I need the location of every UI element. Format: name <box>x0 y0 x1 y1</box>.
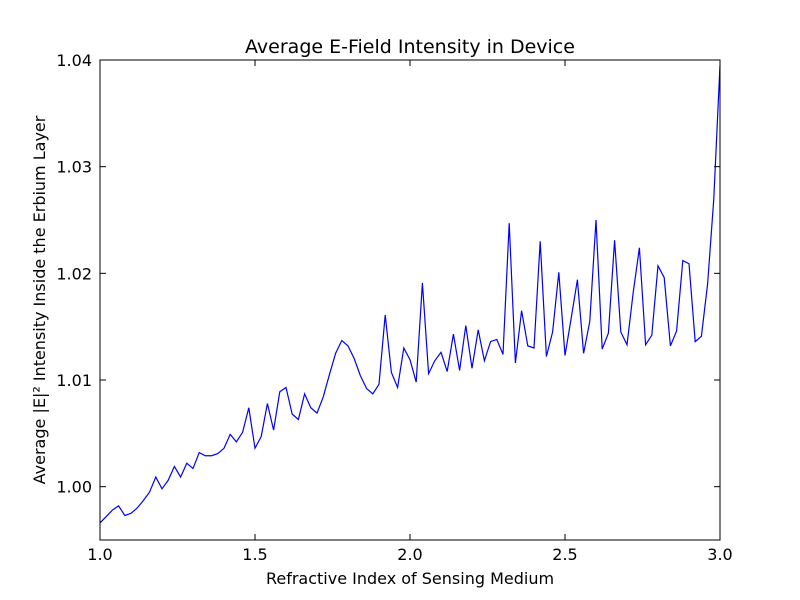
x-tick-label: 2.5 <box>552 545 577 564</box>
y-tick-label: 1.03 <box>56 158 92 177</box>
y-ticks: 1.00 1.01 1.02 1.03 1.04 <box>56 51 720 497</box>
series-layer <box>99 65 721 524</box>
y-tick-label: 1.01 <box>56 371 92 390</box>
y-tick-label: 1.02 <box>56 264 92 283</box>
x-ticks: 1.0 1.5 2.0 2.5 3.0 <box>87 60 733 564</box>
y-axis-label: Average |E|² Intensity Inside the Erbium… <box>30 115 49 484</box>
x-tick-label: 2.0 <box>397 545 422 564</box>
series-line-0 <box>99 65 721 524</box>
x-tick-label: 1.0 <box>87 545 112 564</box>
x-tick-label: 1.5 <box>242 545 267 564</box>
y-tick-label: 1.04 <box>56 51 92 70</box>
chart-title: Average E-Field Intensity in Device <box>245 36 575 58</box>
x-tick-label: 3.0 <box>707 545 732 564</box>
y-tick-label: 1.00 <box>56 478 92 497</box>
x-axis-label: Refractive Index of Sensing Medium <box>266 569 554 588</box>
